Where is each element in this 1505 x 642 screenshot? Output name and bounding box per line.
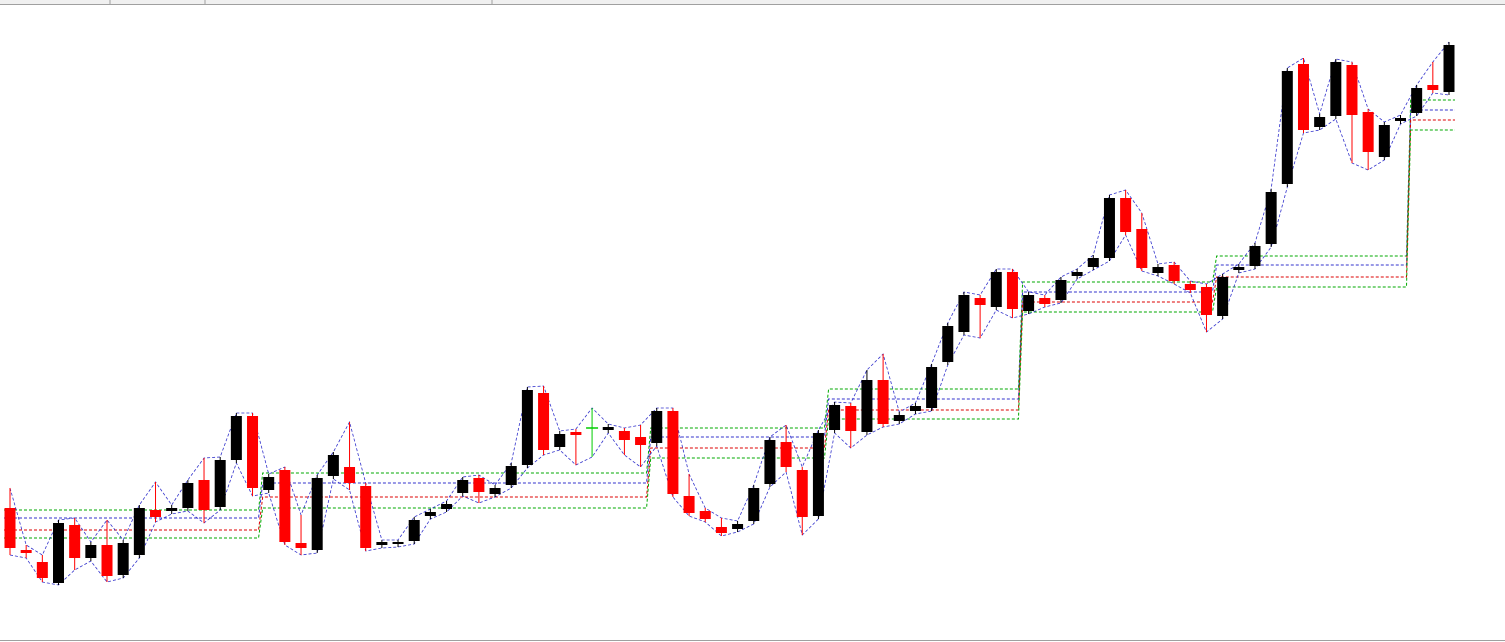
envelope-line	[9, 92, 1450, 586]
candle-body	[117, 543, 129, 575]
candle-body	[1217, 277, 1229, 316]
candle-body	[732, 524, 744, 529]
candle-body	[1314, 117, 1326, 127]
candle-body	[1281, 71, 1293, 184]
candle-body	[1184, 284, 1196, 290]
candle-body	[376, 542, 388, 545]
candle-body	[780, 442, 792, 467]
candle-body	[1394, 118, 1406, 121]
candle-body	[53, 523, 65, 583]
candle-body	[1039, 298, 1051, 304]
candle-body	[36, 562, 48, 578]
candle-body	[133, 508, 145, 555]
candle-body	[748, 488, 760, 521]
candle-body	[570, 432, 582, 435]
candle-body	[1200, 287, 1212, 315]
candle-body	[473, 478, 485, 492]
level-line	[4, 99, 1455, 511]
candle-body	[1265, 192, 1277, 244]
candle-body	[1006, 272, 1018, 309]
candle-body	[1087, 258, 1099, 267]
candle-body	[1249, 246, 1261, 266]
candle-body	[554, 434, 566, 447]
candle-body	[683, 496, 695, 513]
candle-body	[602, 427, 614, 430]
candle-body	[457, 480, 469, 493]
candle-body	[764, 440, 776, 484]
candle-body	[4, 508, 16, 548]
candle-body	[1152, 267, 1164, 273]
candle-body	[667, 411, 679, 494]
candle-body	[1055, 280, 1067, 300]
candle-body	[926, 367, 938, 408]
candle-body	[1103, 198, 1115, 258]
candle-body	[424, 512, 436, 516]
candle-body	[408, 520, 420, 541]
candle-body	[618, 431, 630, 440]
candle-body	[198, 480, 210, 510]
level-line	[4, 109, 1455, 519]
candle-body	[1330, 62, 1342, 116]
candle-body	[166, 508, 178, 511]
candle-body	[20, 550, 32, 553]
candle-body	[1443, 45, 1455, 92]
candle-body	[990, 272, 1002, 307]
candle-body	[1378, 125, 1390, 157]
candle-body	[1071, 272, 1083, 276]
candle-body	[247, 416, 259, 488]
candle-body	[796, 470, 808, 517]
candle-body	[1120, 198, 1132, 232]
candle-body	[812, 433, 824, 516]
candle-body	[651, 411, 663, 443]
candle-body	[230, 416, 242, 460]
candle-body	[635, 437, 647, 445]
candle-body	[311, 478, 323, 550]
candle-body	[861, 380, 873, 432]
candle-body	[392, 542, 404, 544]
candle-body	[1411, 88, 1423, 113]
candle-body	[182, 483, 194, 508]
candle-body	[360, 486, 372, 548]
candle-body	[1362, 112, 1374, 152]
candle-body	[715, 527, 727, 533]
candle-body	[85, 545, 97, 558]
candle-body	[1168, 265, 1180, 281]
candle-body	[958, 295, 970, 332]
candle-body	[295, 543, 307, 548]
candle-body	[505, 466, 517, 485]
candle-body	[1427, 85, 1439, 90]
candle-body	[214, 460, 226, 507]
candle-body	[1136, 229, 1148, 268]
candle-body	[263, 477, 275, 490]
candle-body	[942, 326, 954, 362]
candle-body	[829, 405, 841, 430]
candle-body	[344, 467, 356, 483]
level-line	[4, 129, 1455, 539]
candle-body	[538, 393, 550, 450]
candle-body	[974, 298, 986, 305]
candle-body	[441, 504, 453, 509]
candle-body	[699, 511, 711, 519]
candle-body	[1023, 295, 1035, 311]
candle-body	[101, 545, 113, 576]
candle-body	[1346, 65, 1358, 115]
candle-body	[909, 406, 921, 411]
candle-body	[521, 390, 533, 465]
candle-body	[69, 525, 81, 558]
candle-body	[845, 406, 857, 431]
candle-body	[1297, 64, 1309, 130]
level-line	[4, 119, 1455, 531]
candle-body	[877, 380, 889, 424]
candle-body	[279, 470, 291, 542]
candle-body	[893, 415, 905, 421]
candle-body	[327, 455, 339, 476]
candle-body	[489, 488, 501, 494]
top-bar	[0, 0, 1505, 4]
candle-body	[1233, 267, 1245, 270]
candle-body	[150, 510, 162, 517]
